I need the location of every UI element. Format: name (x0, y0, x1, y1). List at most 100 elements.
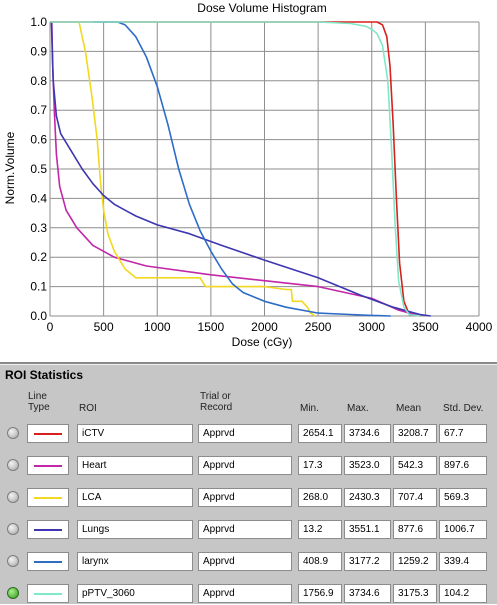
max-field: 3734.6 (344, 584, 391, 603)
x-tick-label: 3500 (412, 320, 439, 334)
x-axis-label: Dose (cGy) (232, 335, 293, 349)
series-line-lungs (50, 21, 431, 317)
trial-field: Apprvd (198, 584, 292, 603)
min-field: 17.3 (298, 456, 342, 475)
y-tick-label: 0.5 (30, 162, 47, 176)
roi-row-lungs[interactable]: Lungs Apprvd 13.2 3551.1 877.6 1006.7 (0, 519, 497, 541)
line-color-sample (34, 529, 62, 531)
roi-select-radio[interactable] (7, 459, 19, 471)
series-line-heart (51, 21, 421, 317)
roi-name-field: pPTV_3060 (77, 584, 193, 603)
min-field: 2654.1 (298, 424, 342, 443)
mean-field: 1259.2 (393, 552, 437, 571)
roi-name-field: Heart (77, 456, 193, 475)
roi-row-larynx[interactable]: larynx Apprvd 408.9 3177.2 1259.2 339.4 (0, 551, 497, 573)
line-color-sample (34, 593, 62, 595)
series-line-pptv-3060 (50, 21, 421, 317)
min-field: 1756.9 (298, 584, 342, 603)
chart-title: Dose Volume Histogram (197, 1, 326, 15)
mean-field: 707.4 (393, 488, 437, 507)
header-mean: Mean (396, 403, 422, 414)
line-type-swatch[interactable] (27, 456, 69, 475)
y-axis-label: Norm.Volume (3, 131, 17, 204)
x-tick-label: 0 (47, 320, 54, 334)
max-field: 3551.1 (344, 520, 391, 539)
mean-field: 3208.7 (393, 424, 437, 443)
panel-divider (0, 362, 497, 364)
series-line-ictv (50, 21, 421, 317)
header-roi: ROI (79, 403, 97, 414)
roi-name-field: larynx (77, 552, 193, 571)
min-field: 268.0 (298, 488, 342, 507)
std-dev-field: 897.6 (439, 456, 487, 475)
series-line-lca (78, 21, 316, 317)
header-max: Max. (347, 403, 369, 414)
line-type-swatch[interactable] (27, 520, 69, 539)
roi-row-heart[interactable]: Heart Apprvd 17.3 3523.0 542.3 897.6 (0, 455, 497, 477)
trial-field: Apprvd (198, 456, 292, 475)
header-min: Min. (300, 403, 319, 414)
x-tick-label: 1500 (198, 320, 225, 334)
roi-name-field: Lungs (77, 520, 193, 539)
header-std-dev: Std. Dev. (443, 403, 484, 414)
y-tick-label: 1.0 (30, 15, 47, 29)
line-type-swatch[interactable] (27, 424, 69, 443)
max-field: 2430.3 (344, 488, 391, 507)
panel-title: ROI Statistics (5, 368, 84, 382)
roi-row-pptv-3060[interactable]: pPTV_3060 Apprvd 1756.9 3734.6 3175.3 104.2 (0, 583, 497, 605)
y-tick-label: 0.8 (30, 74, 47, 88)
roi-select-radio[interactable] (7, 427, 19, 439)
trial-field: Apprvd (198, 424, 292, 443)
std-dev-field: 1006.7 (439, 520, 487, 539)
y-tick-label: 0.4 (30, 191, 47, 205)
line-type-swatch[interactable] (27, 552, 69, 571)
max-field: 3734.6 (344, 424, 391, 443)
mean-field: 542.3 (393, 456, 437, 475)
roi-select-radio[interactable] (7, 491, 19, 503)
roi-name-field: LCA (77, 488, 193, 507)
roi-name-field: iCTV (77, 424, 193, 443)
std-dev-field: 67.7 (439, 424, 487, 443)
y-tick-label: 0.3 (30, 221, 47, 235)
std-dev-field: 569.3 (439, 488, 487, 507)
std-dev-field: 104.2 (439, 584, 487, 603)
max-field: 3523.0 (344, 456, 391, 475)
y-tick-label: 0.0 (30, 309, 47, 323)
mean-field: 877.6 (393, 520, 437, 539)
std-dev-field: 339.4 (439, 552, 487, 571)
line-type-swatch[interactable] (27, 488, 69, 507)
dvh-chart: Dose Volume Histogram 0 500 1000 1500 2000 25… (3, 1, 493, 349)
dvh-plot: Dose Volume Histogram 0 500 1000 1500 2000 25… (3, 1, 493, 349)
y-tick-label: 0.2 (30, 250, 47, 264)
roi-row-lca[interactable]: LCA Apprvd 268.0 2430.3 707.4 569.3 (0, 487, 497, 509)
line-color-sample (34, 433, 62, 435)
x-tick-label: 2000 (251, 320, 278, 334)
y-tick-label: 0.1 (30, 280, 47, 294)
roi-row-ictv[interactable]: iCTV Apprvd 2654.1 3734.6 3208.7 67.7 (0, 423, 497, 445)
x-tick-label: 3000 (358, 320, 385, 334)
max-field: 3177.2 (344, 552, 391, 571)
y-tick-label: 0.6 (30, 133, 47, 147)
x-tick-label: 2500 (305, 320, 332, 334)
series-line-larynx (93, 21, 391, 317)
line-color-sample (34, 561, 62, 563)
min-field: 408.9 (298, 552, 342, 571)
trial-field: Apprvd (198, 520, 292, 539)
header-line-type: Line Type (28, 391, 50, 413)
roi-select-radio[interactable] (7, 523, 19, 535)
x-tick-label: 1000 (144, 320, 171, 334)
y-tick-label: 0.9 (30, 44, 47, 58)
y-tick-label: 0.7 (30, 103, 47, 117)
header-trial: Trial or Record (200, 391, 233, 413)
roi-select-radio[interactable] (7, 555, 19, 567)
line-color-sample (34, 497, 62, 499)
min-field: 13.2 (298, 520, 342, 539)
roi-select-radio[interactable] (7, 587, 19, 599)
line-color-sample (34, 465, 62, 467)
x-tick-label: 500 (94, 320, 114, 334)
trial-field: Apprvd (198, 488, 292, 507)
mean-field: 3175.3 (393, 584, 437, 603)
trial-field: Apprvd (198, 552, 292, 571)
line-type-swatch[interactable] (27, 584, 69, 603)
roi-statistics-panel: ROI Statistics Line Type ROI Trial or Re… (0, 364, 497, 604)
